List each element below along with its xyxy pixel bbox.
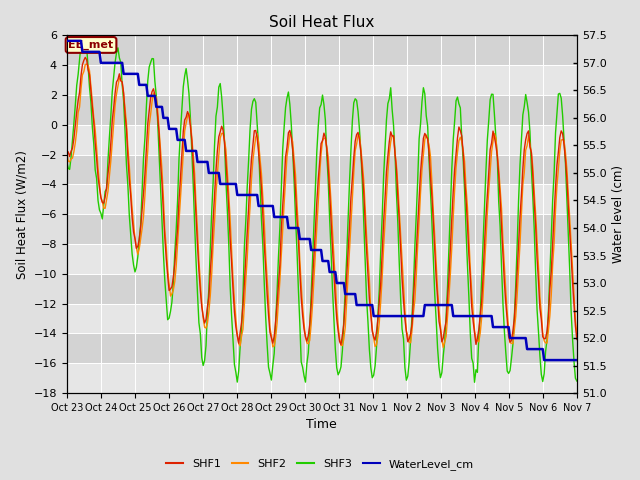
X-axis label: Time: Time: [307, 419, 337, 432]
Bar: [67, 363, 577, 393]
Y-axis label: Soil Heat Flux (W/m2): Soil Heat Flux (W/m2): [15, 150, 28, 279]
Title: Soil Heat Flux: Soil Heat Flux: [269, 15, 374, 30]
Legend: SHF1, SHF2, SHF3, WaterLevel_cm: SHF1, SHF2, SHF3, WaterLevel_cm: [162, 455, 478, 474]
Bar: [67, 304, 577, 334]
Bar: [67, 244, 577, 274]
Bar: [67, 65, 577, 95]
Y-axis label: Water level (cm): Water level (cm): [612, 165, 625, 263]
Bar: [67, 125, 577, 155]
Bar: [67, 184, 577, 214]
Text: EE_met: EE_met: [68, 40, 114, 50]
